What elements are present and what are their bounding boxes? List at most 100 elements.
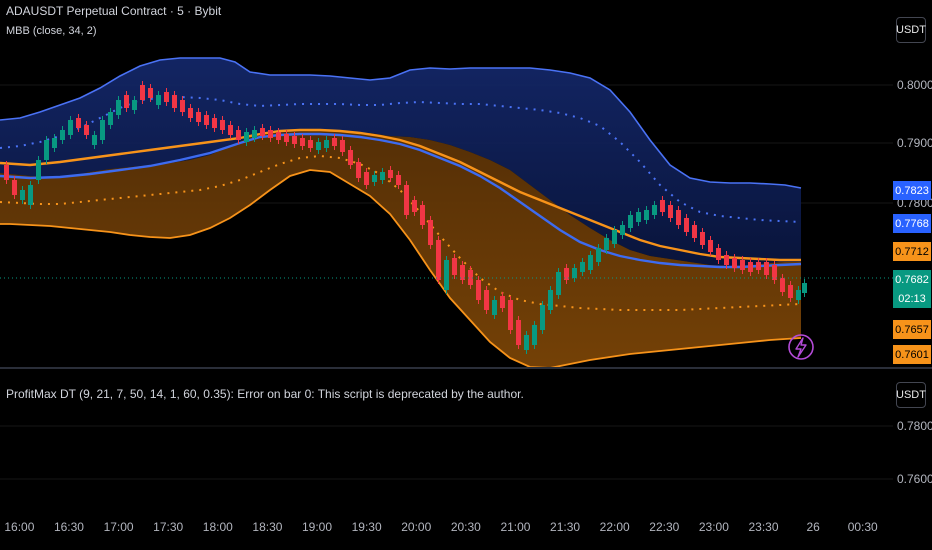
candle-body <box>556 272 561 295</box>
time-label: 23:30 <box>748 520 778 534</box>
lightning-icon[interactable] <box>788 334 814 360</box>
candle-body <box>636 212 641 222</box>
basis-price: 0.7768 <box>893 214 931 233</box>
candle-body <box>76 118 81 128</box>
candle-body <box>300 138 305 146</box>
candle-body <box>172 95 177 108</box>
time-axis[interactable]: 16:00 16:30 17:00 17:30 18:00 18:30 19:00 19:30… <box>4 520 878 534</box>
time-label: 21:00 <box>500 520 530 534</box>
time-label: 16:30 <box>54 520 84 534</box>
time-label: 26 <box>806 520 820 534</box>
candle-body <box>308 140 313 148</box>
candle-body <box>476 280 481 300</box>
candle-body <box>628 215 633 228</box>
lower-band-price: 0.7601 <box>893 345 931 364</box>
price-tick: 0.7800 <box>897 419 932 433</box>
time-label: 19:00 <box>302 520 332 534</box>
candle-body <box>92 135 97 145</box>
time-label: 23:00 <box>699 520 729 534</box>
candle-body <box>380 172 385 180</box>
indicator-legend[interactable]: MBB (close, 34, 2) <box>6 25 97 37</box>
candle-body <box>468 270 473 285</box>
candle-body <box>676 210 681 225</box>
candle-body <box>788 285 793 298</box>
currency-button-main[interactable]: USDT <box>896 17 926 43</box>
candle-body <box>572 268 577 278</box>
candle-body <box>644 210 649 220</box>
candle-body <box>436 240 441 280</box>
candle-body <box>492 300 497 315</box>
candle-body <box>108 112 113 125</box>
candle-body <box>524 335 529 350</box>
candle-body <box>276 132 281 140</box>
candle-body <box>212 118 217 128</box>
candle-body <box>588 255 593 270</box>
candle-body <box>772 265 777 280</box>
orange-mid-line <box>0 128 801 262</box>
candle-body <box>204 115 209 125</box>
currency-button-sub[interactable]: USDT <box>896 382 926 408</box>
candle-body <box>796 290 801 300</box>
candle-body <box>764 262 769 275</box>
candle-body <box>660 200 665 212</box>
candle-body <box>604 238 609 250</box>
candle-body <box>388 170 393 178</box>
candle-body <box>460 265 465 280</box>
candle-body <box>116 100 121 115</box>
candle-body <box>220 120 225 130</box>
candle-body <box>84 125 89 135</box>
candle-body <box>780 278 785 292</box>
subpane-legend[interactable]: ProfitMax DT (9, 21, 7, 50, 14, 1, 60, 0… <box>6 387 524 401</box>
candle-body <box>740 260 745 270</box>
candle-body <box>756 262 761 270</box>
time-label: 00:30 <box>848 520 878 534</box>
candle-body <box>484 290 489 310</box>
candle-body <box>228 125 233 135</box>
candle-body <box>708 240 713 252</box>
time-label: 22:00 <box>600 520 630 534</box>
upper-inner-dotted <box>0 95 802 223</box>
candle-body <box>12 180 17 195</box>
candle-body <box>596 248 601 262</box>
sub-price-axis[interactable]: 0.7800 0.7600 <box>897 419 932 486</box>
candle-body <box>540 305 545 330</box>
candle-body <box>404 185 409 215</box>
symbol-title[interactable]: ADAUSDT Perpetual Contract · 5 · Bybit <box>6 4 222 18</box>
candle-body <box>260 128 265 136</box>
upper-band-price: 0.7823 <box>893 181 931 200</box>
time-label: 19:30 <box>352 520 382 534</box>
candle-body <box>36 160 41 180</box>
candle-body <box>580 262 585 272</box>
price-tick: 0.7900 <box>897 136 932 150</box>
candle-body <box>692 225 697 238</box>
time-label: 17:00 <box>104 520 134 534</box>
candle-body <box>716 248 721 260</box>
candle-body <box>236 130 241 140</box>
countdown: 02:13 <box>893 289 931 308</box>
last-price: 0.7682 <box>893 270 931 289</box>
candle-body <box>188 108 193 118</box>
time-label: 18:30 <box>252 520 282 534</box>
candle-body <box>412 200 417 212</box>
candle-body <box>52 138 57 148</box>
candle-body <box>396 175 401 185</box>
time-label: 20:30 <box>451 520 481 534</box>
candle-body <box>452 258 457 275</box>
price-tick: 0.8000 <box>897 78 932 92</box>
time-label: 21:30 <box>550 520 580 534</box>
time-label: 18:00 <box>203 520 233 534</box>
candle-body <box>548 290 553 310</box>
lower-inner-price: 0.7657 <box>893 320 931 339</box>
candle-body <box>332 138 337 146</box>
candle-body <box>340 140 345 152</box>
candle-body <box>20 190 25 200</box>
candle-body <box>156 95 161 105</box>
candle-body <box>28 185 33 205</box>
candle-body <box>372 175 377 182</box>
candle-body <box>428 220 433 245</box>
candle-body <box>348 150 353 165</box>
upper-band-line <box>0 57 802 189</box>
candle-body <box>668 205 673 218</box>
candlesticks[interactable] <box>4 81 807 354</box>
